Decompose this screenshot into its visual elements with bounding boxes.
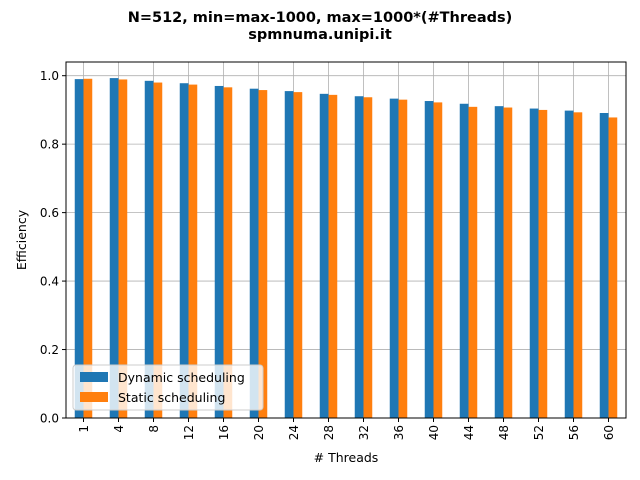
legend-label: Dynamic scheduling bbox=[118, 370, 245, 385]
x-tick-label: 28 bbox=[322, 425, 336, 440]
y-tick-label: 0.4 bbox=[40, 275, 59, 289]
legend: Dynamic scheduling Static scheduling bbox=[72, 364, 264, 411]
x-tick-label: 24 bbox=[287, 425, 301, 440]
static-bar bbox=[433, 102, 443, 419]
legend-label: Static scheduling bbox=[118, 390, 225, 405]
ticks-layer: 0.00.20.40.60.81.01 4 8 12 16 20 24 28 32 36 40 44 4… bbox=[40, 69, 616, 440]
chart-title: N=512, min=max-1000, max=1000*(#Threads) bbox=[128, 10, 513, 26]
x-tick-label: 1 bbox=[77, 425, 91, 433]
dynamic-bar bbox=[214, 85, 224, 418]
x-tick-label: 44 bbox=[462, 425, 476, 440]
y-axis-label: Efficiency bbox=[14, 209, 29, 270]
dynamic-bar bbox=[564, 110, 574, 418]
dynamic-bar bbox=[179, 83, 189, 418]
y-tick-label: 0.0 bbox=[40, 412, 59, 426]
static-bar bbox=[223, 87, 233, 418]
dynamic-bar bbox=[599, 113, 609, 418]
dynamic-bar bbox=[354, 96, 364, 418]
static-bar bbox=[258, 90, 268, 419]
bars-layer bbox=[74, 78, 618, 419]
static-bar bbox=[328, 94, 338, 418]
x-tick-label: 52 bbox=[532, 425, 546, 440]
static-bar bbox=[538, 109, 548, 418]
dynamic-bar bbox=[109, 78, 119, 418]
x-tick-label: 4 bbox=[112, 425, 126, 433]
x-tick-label: 60 bbox=[602, 425, 616, 440]
static-bar bbox=[118, 79, 128, 418]
x-tick-label: 16 bbox=[217, 425, 231, 440]
x-tick-label: 56 bbox=[567, 425, 581, 440]
dynamic-bar bbox=[284, 91, 294, 418]
static-bar bbox=[398, 99, 408, 419]
chart-subtitle: spmnuma.unipi.it bbox=[248, 27, 392, 43]
dynamic-bar bbox=[249, 88, 259, 418]
static-bar bbox=[83, 78, 93, 419]
x-tick-label: 32 bbox=[357, 425, 371, 440]
static-bar bbox=[153, 82, 163, 419]
x-tick-label: 40 bbox=[427, 425, 441, 440]
dynamic-bar bbox=[494, 106, 504, 419]
x-tick-label: 48 bbox=[497, 425, 511, 440]
legend-box bbox=[72, 364, 264, 411]
dynamic-bar bbox=[424, 101, 434, 419]
static-bar bbox=[293, 92, 303, 418]
plot-frame bbox=[65, 61, 627, 419]
y-tick-label: 0.8 bbox=[40, 138, 59, 152]
x-tick-label: 12 bbox=[182, 425, 196, 440]
static-bar bbox=[188, 84, 198, 418]
static-bar bbox=[503, 107, 513, 419]
dynamic-bar bbox=[529, 108, 539, 419]
dynamic-bar bbox=[74, 79, 84, 418]
x-tick-label: 8 bbox=[147, 425, 161, 433]
dynamic-bar bbox=[459, 103, 469, 418]
y-tick-label: 0.2 bbox=[40, 343, 59, 357]
y-tick-label: 0.6 bbox=[40, 206, 59, 220]
dynamic-bar bbox=[319, 93, 329, 418]
y-tick-label: 1.0 bbox=[40, 69, 59, 83]
legend-swatch bbox=[80, 372, 108, 382]
x-tick-label: 36 bbox=[392, 425, 406, 440]
static-bar bbox=[608, 117, 618, 418]
x-axis-label: # Threads bbox=[314, 450, 379, 465]
dynamic-bar bbox=[389, 98, 399, 418]
static-bar bbox=[363, 97, 373, 418]
static-bar bbox=[573, 112, 583, 419]
x-tick-label: 20 bbox=[252, 425, 266, 440]
dynamic-bar bbox=[144, 80, 154, 419]
legend-swatch bbox=[80, 392, 108, 402]
static-bar bbox=[468, 106, 478, 418]
